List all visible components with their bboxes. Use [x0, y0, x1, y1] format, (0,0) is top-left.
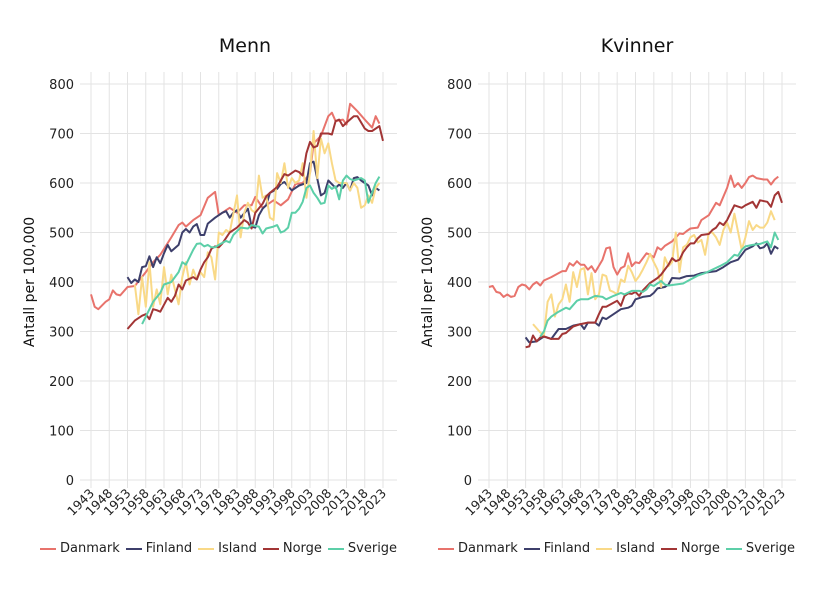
legend-swatch: [523, 547, 540, 550]
legend-item-norge: Norge: [262, 541, 322, 556]
y-tick-label: 800: [49, 78, 74, 93]
legend-label: Finland: [145, 541, 193, 556]
y-tick-label: 100: [49, 425, 74, 440]
y-tick-label: 600: [49, 177, 74, 192]
legend-swatch: [198, 547, 215, 550]
y-axis-label: Antall per 100,000: [22, 217, 38, 347]
legend-item-danmark: Danmark: [40, 541, 120, 556]
chart-title: Kvinner: [601, 35, 674, 57]
legend-swatch: [262, 547, 279, 550]
y-tick-label: 300: [49, 326, 74, 341]
series-line-island: [532, 210, 776, 337]
y-tick-label: 200: [447, 375, 472, 390]
series-line-norge: [525, 190, 783, 349]
series-line-danmark: [488, 174, 779, 298]
y-tick-label: 800: [447, 78, 472, 93]
legend-label: Finland: [543, 541, 591, 556]
legend-label: Danmark: [60, 541, 120, 556]
legend-swatch: [125, 547, 142, 550]
y-tick-label: 600: [447, 177, 472, 192]
legend-item-sverige: Sverige: [327, 541, 398, 556]
series-line-island: [133, 130, 381, 316]
legend-swatch: [327, 547, 344, 550]
y-tick-label: 500: [49, 227, 74, 242]
legend-label: Sverige: [745, 541, 796, 556]
legend-swatch: [725, 547, 742, 550]
legend-label: Island: [218, 541, 257, 556]
y-tick-label: 400: [447, 276, 472, 291]
y-tick-label: 200: [49, 375, 74, 390]
legend-menn: Danmark Finland Island Norge Sverige: [40, 541, 403, 556]
y-tick-label: 500: [447, 227, 472, 242]
y-tick-label: 400: [49, 276, 74, 291]
legend-kvinner: Danmark Finland Island Norge Sverige: [438, 541, 801, 556]
y-tick-label: 100: [447, 425, 472, 440]
panel-menn: 1943194819531958196319681973197819831988…: [22, 35, 397, 519]
y-tick-label: 0: [66, 474, 74, 489]
legend-item-danmark: Danmark: [438, 541, 518, 556]
legend-label: Danmark: [458, 541, 518, 556]
legend-label: Norge: [680, 541, 720, 556]
series-line-norge: [126, 115, 384, 330]
series-line-sverige: [539, 231, 780, 338]
chart-canvas: 1943194819531958196319681973197819831988…: [22, 35, 796, 519]
legend-item-finland: Finland: [523, 541, 591, 556]
y-tick-label: 700: [447, 128, 472, 143]
legend-swatch: [438, 547, 454, 550]
series-line-finland: [126, 160, 380, 284]
panel-kvinner: 1943194819531958196319681973197819831988…: [420, 35, 796, 519]
legend-swatch: [596, 547, 613, 550]
legend-item-norge: Norge: [660, 541, 720, 556]
legend-item-island: Island: [596, 541, 655, 556]
y-tick-label: 700: [49, 128, 74, 143]
legend-swatch: [660, 547, 677, 550]
series-line-sverige: [141, 174, 381, 325]
legend-label: Island: [616, 541, 655, 556]
legend-item-finland: Finland: [125, 541, 193, 556]
legend-swatch: [40, 547, 56, 550]
legend-label: Sverige: [347, 541, 398, 556]
chart-title: Menn: [219, 35, 271, 57]
y-tick-label: 0: [464, 474, 472, 489]
legend-item-sverige: Sverige: [725, 541, 796, 556]
legend-label: Norge: [282, 541, 322, 556]
y-axis-label: Antall per 100,000: [420, 217, 436, 347]
y-tick-label: 300: [447, 326, 472, 341]
legend-item-island: Island: [198, 541, 257, 556]
